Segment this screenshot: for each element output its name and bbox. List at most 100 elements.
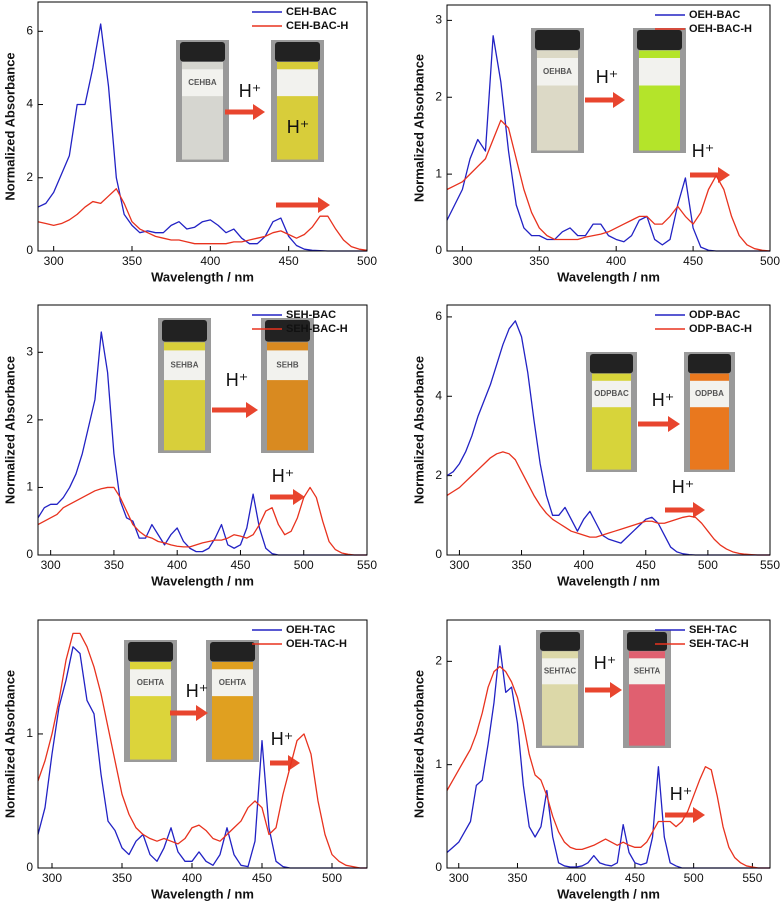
y-axis-label: Normalized Absorbance <box>2 356 17 504</box>
vial-photo: SEHTA <box>623 630 671 748</box>
vial-photo <box>633 28 686 153</box>
x-tick-label: 300 <box>449 871 469 885</box>
arrow-head <box>718 167 730 183</box>
legend-label: OEH-TAC <box>286 624 335 636</box>
vial-cap <box>540 632 580 651</box>
x-tick-label: 550 <box>760 558 780 572</box>
annotation: H⁺ <box>226 370 249 390</box>
vial-photo: SEHBA <box>158 318 211 453</box>
vial-label <box>537 58 578 86</box>
legend-label: SEH-BAC <box>286 309 336 321</box>
x-tick-label: 450 <box>636 558 656 572</box>
arrow-head <box>693 807 705 823</box>
vial-photo: OEHTA <box>124 640 177 762</box>
x-tick-label: 400 <box>606 254 626 268</box>
spectrum-line <box>446 119 771 252</box>
plot-frame <box>446 619 771 869</box>
y-axis-label: Normalized Absorbance <box>2 52 17 200</box>
arrow-head <box>318 197 330 213</box>
y-tick-label: 1 <box>26 480 33 494</box>
x-axis-label: Wavelength / nm <box>151 573 254 588</box>
vial-cap <box>275 42 320 62</box>
vial-cap <box>627 632 667 651</box>
y-tick-label: 1 <box>435 166 442 180</box>
x-tick-label: 550 <box>742 871 762 885</box>
legend-label: CEH-BAC <box>286 6 337 18</box>
chart-panel: CEHBA H⁺ H⁺ 300 350 400 450 500 0 2 4 6 Wavelength /… <box>2 1 377 284</box>
x-axis-label: Wavelength / nm <box>557 886 660 901</box>
y-axis-label: Normalized Absorbance <box>2 670 17 818</box>
vial-label <box>592 380 631 408</box>
x-tick-label: 350 <box>529 254 549 268</box>
chart-panel: OEHBA H⁺ H⁺ 300 350 400 450 500 0 1 2 3 Wavelength /… <box>411 4 780 284</box>
vial-photo: CEHBA <box>176 40 229 162</box>
y-tick-label: 2 <box>26 170 33 184</box>
arrow-head <box>288 755 300 771</box>
vial-cap <box>210 642 255 662</box>
annotation: H⁺ <box>596 67 619 87</box>
x-tick-label: 300 <box>42 871 62 885</box>
y-tick-label: 0 <box>435 860 442 874</box>
legend-label: ODP-BAC <box>689 309 740 321</box>
y-tick-label: 2 <box>26 412 33 426</box>
y-tick-label: 3 <box>435 13 442 27</box>
vial-label <box>629 658 665 685</box>
legend-label: SEH-TAC-H <box>689 638 749 650</box>
y-axis-label: Normalized Absorbance <box>411 356 426 504</box>
vial-label-text: SEHB <box>276 360 298 369</box>
y-tick-label: 4 <box>435 388 442 402</box>
arrow-head <box>693 502 705 518</box>
y-tick-label: 0 <box>435 547 442 561</box>
x-tick-label: 550 <box>357 558 377 572</box>
vial-label <box>182 69 223 97</box>
chart-panel: SEHTAC SEHTA H⁺ H⁺ 300 350 400 450 500 550 0 1 2 Wave… <box>411 619 771 901</box>
x-axis-label: Wavelength / nm <box>557 269 660 284</box>
spectrum-line <box>446 451 770 556</box>
arrow-head <box>196 705 208 721</box>
x-tick-label: 450 <box>252 871 272 885</box>
vial-cap <box>688 354 731 374</box>
arrow-head <box>668 416 680 432</box>
annotation: H⁺ <box>239 81 262 101</box>
vial-cap <box>162 320 207 342</box>
x-tick-label: 500 <box>294 558 314 572</box>
x-tick-label: 300 <box>449 558 469 572</box>
vial-photo: SEHB <box>261 318 314 453</box>
x-tick-label: 300 <box>41 558 61 572</box>
vial-cap <box>265 320 310 342</box>
vial-label <box>639 58 680 86</box>
annotation: H⁺ <box>272 466 295 486</box>
vial-label <box>542 658 578 685</box>
x-tick-label: 500 <box>357 254 377 268</box>
y-tick-label: 1 <box>435 757 442 771</box>
y-tick-label: 3 <box>26 344 33 358</box>
annotation: H⁺ <box>670 784 693 804</box>
vial-cap <box>637 30 682 50</box>
spectrum-line <box>37 188 368 251</box>
legend-label: OEH-BAC <box>689 9 740 21</box>
legend-label: SEH-TAC <box>689 624 737 636</box>
vial-label-text: OEHTA <box>137 678 165 687</box>
x-tick-label: 500 <box>760 254 780 268</box>
arrow-head <box>246 402 258 418</box>
vial-label <box>277 69 318 97</box>
vial-label-text: OEHTA <box>219 678 247 687</box>
legend-label: OEH-TAC-H <box>286 638 347 650</box>
y-axis-label: Normalized Absorbance <box>411 670 426 818</box>
annotation: H⁺ <box>672 477 695 497</box>
x-tick-label: 400 <box>200 254 220 268</box>
vial-label <box>130 669 171 697</box>
y-tick-label: 6 <box>26 23 33 37</box>
y-tick-label: 2 <box>435 89 442 103</box>
chart-panel: ODPBAC ODPBA H⁺ H⁺ 300 350 400 450 500 550 0 2 4 6 Wav… <box>411 304 780 588</box>
vial-photo: OEHBA <box>531 28 584 153</box>
y-tick-label: 2 <box>435 654 442 668</box>
y-tick-label: 1 <box>26 726 33 740</box>
spectrum-line <box>446 645 770 869</box>
x-tick-label: 500 <box>698 558 718 572</box>
vial-label-text: OEHBA <box>543 67 572 76</box>
plot-frame <box>446 4 771 252</box>
y-axis-label: Normalized Absorbance <box>411 54 426 202</box>
legend-label: ODP-BAC-H <box>689 323 752 335</box>
